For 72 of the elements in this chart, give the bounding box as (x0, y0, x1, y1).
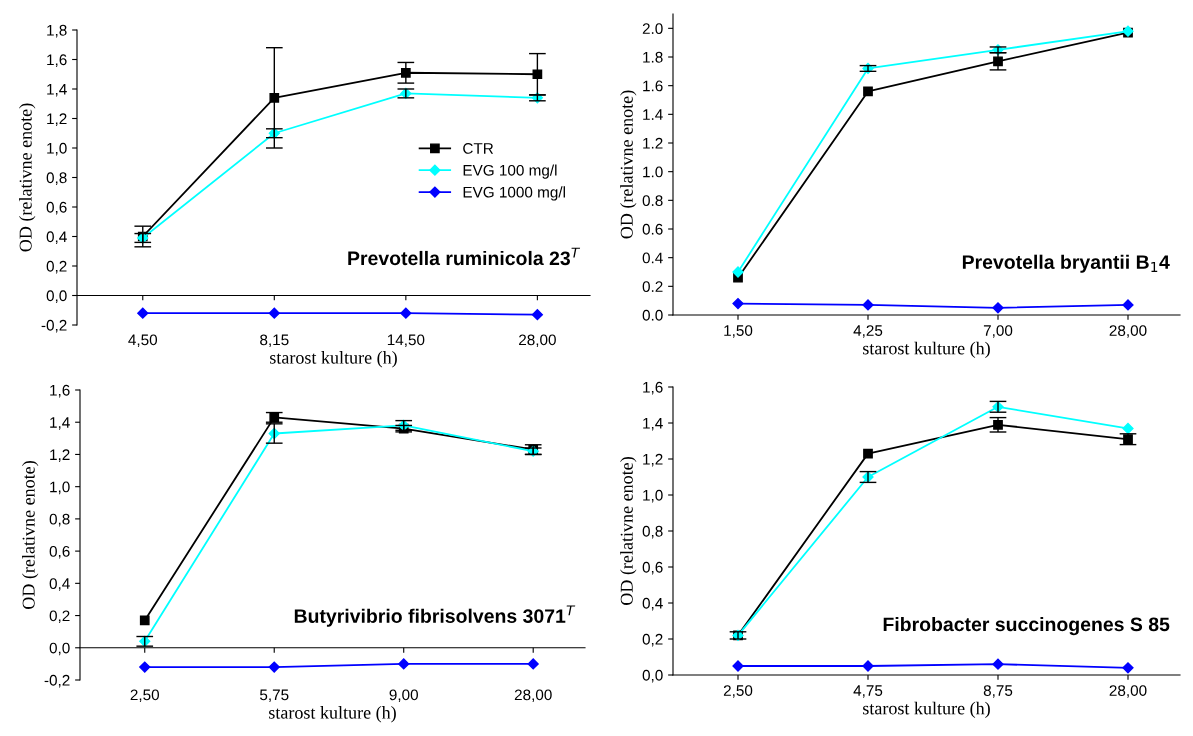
y-tick-label: 0.6 (642, 223, 663, 235)
y-tick-label: 0.4 (642, 252, 663, 264)
y-tick-label: 1,4 (47, 84, 67, 97)
y-tick-label: 1,2 (643, 453, 663, 467)
y-tick-label: 0,2 (49, 610, 70, 624)
y-tick-label: 0.0 (642, 309, 663, 321)
y-axis-title: OD (relativne enote) (620, 457, 637, 605)
x-tick-label: 2,50 (130, 689, 160, 703)
y-tick-label: 0,6 (642, 561, 663, 575)
y-tick-label: 0,4 (642, 597, 663, 611)
x-tick-label: 4,25 (853, 325, 883, 338)
y-tick-label: 1,0 (50, 481, 70, 495)
x-axis-title: starost kulture (h) (269, 706, 396, 723)
y-tick-label: 1,2 (47, 113, 67, 126)
y-tick-label: 0,0 (46, 290, 67, 303)
y-tick-label: 1,6 (50, 384, 70, 398)
x-tick-label: 2,50 (723, 685, 753, 698)
y-tick-label: 0,8 (46, 172, 67, 185)
x-axis-title: starost kulture (h) (863, 341, 990, 359)
y-tick-label: 1,2 (50, 449, 70, 462)
y-tick-label: 1,8 (47, 24, 67, 38)
x-tick-label: 5,75 (259, 689, 289, 703)
x-tick-label: 28,00 (519, 334, 556, 348)
y-tick-label: 0,2 (46, 260, 67, 274)
y-tick-label: -0,2 (41, 319, 67, 333)
x-tick-label: 28,00 (514, 689, 552, 703)
y-tick-label: 0,2 (642, 633, 663, 647)
x-tick-label: 14,50 (387, 334, 425, 348)
annotation: Prevotella ruminicola 23$^{T}$ (348, 247, 581, 266)
y-tick-label: 1,6 (47, 54, 67, 67)
legend-label: CTR (463, 143, 494, 154)
y-tick-label: 2.0 (642, 23, 663, 35)
x-tick-label: 4,50 (128, 334, 158, 348)
y-tick-label: -0,2 (44, 674, 70, 688)
y-tick-label: 1.4 (643, 109, 663, 120)
y-axis-title: OD (relativne enote) (620, 90, 637, 239)
y-tick-label: 1,0 (47, 142, 67, 156)
y-tick-label: 1,6 (643, 381, 663, 395)
legend-label: EVG 1000 mg/l (463, 186, 565, 201)
x-tick-label: 1,50 (724, 325, 753, 338)
y-tick-label: 0.2 (642, 281, 663, 293)
x-axis-title: starost kulture (h) (270, 351, 397, 368)
y-tick-label: 1,4 (643, 418, 663, 431)
x-axis-title: starost kulture (h) (863, 701, 990, 719)
y-tick-label: 0,6 (46, 201, 67, 215)
y-tick-label: 0,8 (642, 525, 663, 539)
y-tick-label: 1.0 (643, 166, 663, 178)
annotation: Fibrobacter succinogenes S 85 (883, 616, 1170, 636)
y-tick-label: 0,4 (49, 578, 70, 591)
y-tick-label: 1.2 (643, 137, 663, 149)
y-tick-label: 1,4 (50, 417, 70, 430)
x-tick-label: 8,75 (983, 685, 1013, 698)
x-tick-label: 8,15 (260, 334, 289, 348)
y-tick-label: 0,8 (49, 513, 70, 527)
y-tick-label: 0,0 (642, 669, 663, 683)
y-tick-label: 0,4 (46, 231, 67, 244)
y-axis-title: OD (relativne enote) (22, 461, 39, 609)
x-tick-label: 7,00 (983, 325, 1013, 338)
y-tick-label: 0,6 (49, 545, 70, 559)
y-tick-label: 1,0 (643, 489, 663, 503)
x-tick-label: 28,00 (1109, 685, 1147, 698)
legend-label: EVG 100 mg/l (463, 164, 557, 179)
y-tick-label: 1.8 (643, 51, 663, 63)
annotation: Butyrivibrio fibrisolvens 3071$^{T}$ (294, 605, 576, 627)
y-tick-label: 1.6 (643, 80, 663, 92)
y-axis-title: OD (relativne enote) (19, 103, 36, 252)
y-tick-label: 0,0 (49, 642, 70, 656)
y-tick-label: 0.8 (642, 195, 663, 207)
annotation: Prevotella bryantii B$_{1}$4 (962, 254, 1170, 273)
x-tick-label: 4,75 (853, 685, 883, 698)
x-tick-label: 9,00 (389, 689, 418, 703)
x-tick-label: 28,00 (1109, 325, 1147, 338)
